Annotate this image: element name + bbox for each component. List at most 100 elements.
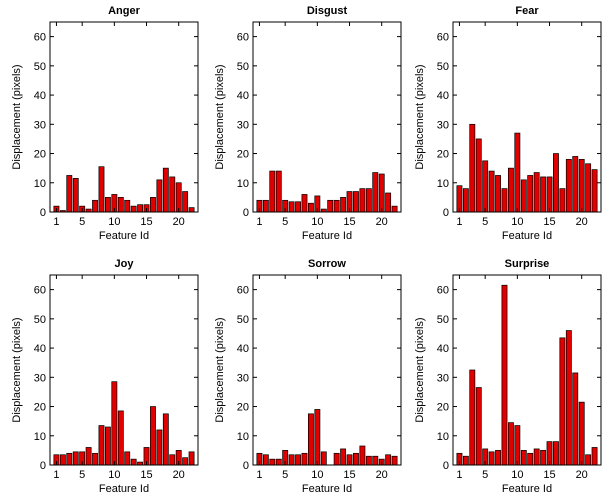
bar-19: [169, 176, 176, 213]
bar-9: [104, 197, 111, 213]
bar-21: [585, 454, 592, 466]
x-tick-label: 20: [576, 469, 588, 481]
bar-3: [469, 123, 476, 213]
x-axis-label: Feature Id: [99, 483, 149, 495]
x-tick-label: 20: [173, 469, 185, 481]
bar-9: [307, 202, 314, 213]
chart-title: Sorrow: [308, 258, 346, 270]
bar-20: [378, 173, 385, 213]
bar-2: [462, 455, 469, 466]
x-tick-label: 20: [376, 469, 388, 481]
y-tick-label: 40: [237, 90, 249, 102]
bar-17: [559, 337, 566, 466]
bar-2: [262, 199, 269, 213]
bar-18: [162, 167, 169, 213]
x-tick-label: 20: [173, 216, 185, 228]
bar-19: [572, 372, 579, 466]
y-tick-label: 40: [34, 343, 46, 355]
bar-17: [156, 179, 163, 213]
y-tick-label: 50: [237, 314, 249, 326]
x-axis-label: Feature Id: [302, 230, 352, 242]
y-tick-label: 30: [34, 119, 46, 131]
bar-21: [182, 457, 189, 466]
bar-22: [391, 205, 398, 213]
bar-7: [295, 454, 301, 466]
bar-18: [162, 413, 169, 466]
bar-18: [365, 455, 372, 466]
bar-5: [482, 160, 489, 213]
bar-4: [72, 178, 79, 213]
bar-8: [501, 284, 508, 466]
bar-3: [269, 170, 276, 213]
y-tick-label: 0: [443, 460, 449, 472]
plot-frame: [49, 21, 199, 213]
x-axis-label: Feature Id: [99, 230, 149, 242]
y-tick-label: 0: [243, 207, 249, 219]
x-tick-label: 10: [511, 216, 523, 228]
bar-9: [104, 426, 111, 466]
bar-21: [182, 191, 189, 213]
y-tick-label: 60: [437, 32, 449, 44]
y-tick-label: 30: [437, 372, 449, 384]
y-tick-label: 60: [437, 285, 449, 297]
bar-3: [269, 458, 276, 466]
bar-6: [85, 447, 92, 466]
x-axis-label: Feature Id: [502, 483, 552, 495]
y-tick-label: 0: [40, 460, 46, 472]
bar-22: [391, 455, 398, 466]
bar-6: [288, 454, 295, 466]
bar-21: [585, 163, 592, 213]
bar-13: [130, 205, 137, 213]
y-axis-label: Displacement (pixels): [11, 317, 23, 422]
bar-13: [333, 452, 340, 466]
y-tick-label: 30: [237, 119, 249, 131]
y-tick-label: 60: [34, 285, 46, 297]
bar-19: [372, 455, 379, 466]
chart-title: Disgust: [307, 5, 348, 17]
bar-11: [117, 197, 124, 213]
y-tick-label: 60: [237, 32, 249, 44]
bar-3: [66, 452, 73, 466]
bar-20: [578, 159, 585, 213]
bar-4: [72, 451, 79, 466]
bar-19: [169, 454, 176, 466]
bar-21: [385, 192, 392, 213]
x-tick-label: 15: [543, 216, 555, 228]
x-axis-label: Feature Id: [302, 483, 352, 495]
x-tick-label: 20: [376, 216, 388, 228]
x-tick-label: 10: [108, 216, 120, 228]
bar-7: [92, 199, 98, 213]
bar-11: [520, 179, 527, 213]
x-tick-label: 1: [456, 469, 462, 481]
chart-title: Surprise: [505, 258, 550, 270]
bar-7: [495, 175, 501, 213]
y-tick-label: 10: [34, 178, 46, 190]
bar-22: [591, 447, 598, 466]
y-axis-label: Displacement (pixels): [414, 64, 426, 169]
x-tick-label: 1: [53, 469, 59, 481]
y-axis-label: Displacement (pixels): [11, 64, 23, 169]
bar-22: [188, 451, 195, 466]
x-tick-label: 1: [256, 469, 262, 481]
bar-16: [150, 197, 156, 213]
y-tick-label: 20: [437, 402, 449, 414]
bar-11: [520, 450, 527, 466]
bar-14: [540, 450, 547, 466]
bar-10: [111, 381, 118, 466]
bar-3: [66, 175, 73, 213]
y-tick-label: 20: [237, 149, 249, 161]
x-tick-label: 5: [282, 216, 288, 228]
y-tick-label: 50: [34, 314, 46, 326]
y-tick-label: 20: [237, 402, 249, 414]
bar-8: [98, 425, 105, 466]
bar-9: [307, 413, 314, 466]
x-tick-label: 15: [140, 469, 152, 481]
chart-title: Fear: [515, 5, 539, 17]
bar-17: [359, 445, 366, 466]
y-tick-label: 20: [34, 149, 46, 161]
